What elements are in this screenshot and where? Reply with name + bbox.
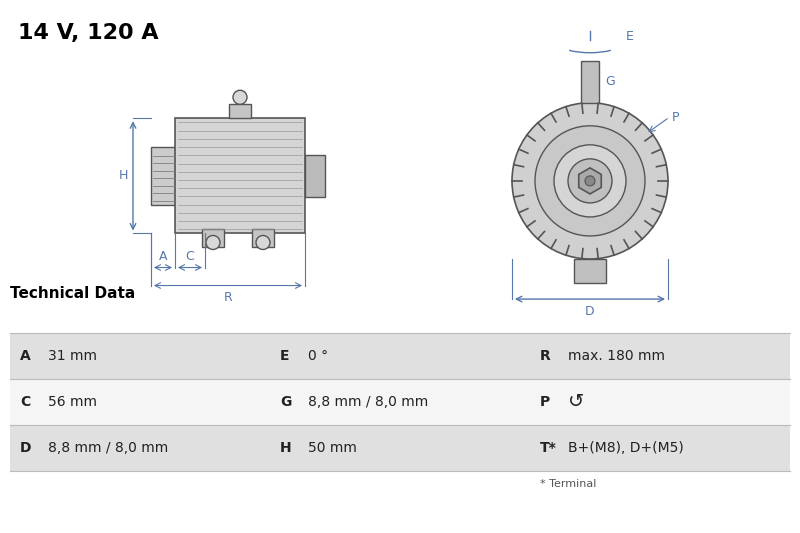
Text: ↺: ↺ bbox=[568, 392, 584, 411]
Bar bbox=[574, 259, 606, 283]
Polygon shape bbox=[578, 168, 602, 194]
Bar bbox=[581, 61, 599, 103]
Text: A: A bbox=[20, 349, 30, 363]
Text: R: R bbox=[540, 349, 550, 363]
Circle shape bbox=[585, 176, 595, 186]
Text: C: C bbox=[20, 395, 30, 409]
Text: 14 V, 120 A: 14 V, 120 A bbox=[18, 23, 158, 43]
Bar bbox=[151, 147, 175, 205]
Text: D: D bbox=[20, 441, 31, 455]
Text: D: D bbox=[585, 305, 595, 318]
Circle shape bbox=[256, 236, 270, 249]
Text: P: P bbox=[540, 395, 550, 409]
Text: H: H bbox=[280, 441, 292, 455]
Text: 0 °: 0 ° bbox=[308, 349, 328, 363]
Text: G: G bbox=[280, 395, 291, 409]
Circle shape bbox=[233, 90, 247, 104]
Bar bbox=[229, 104, 251, 118]
Text: T*: T* bbox=[540, 441, 557, 455]
Text: E: E bbox=[280, 349, 290, 363]
Text: 50 mm: 50 mm bbox=[308, 441, 357, 455]
Text: R: R bbox=[224, 290, 232, 304]
Text: 31 mm: 31 mm bbox=[48, 349, 97, 363]
Text: C: C bbox=[186, 249, 194, 263]
Circle shape bbox=[554, 145, 626, 217]
Circle shape bbox=[206, 236, 220, 249]
Bar bbox=[252, 230, 274, 247]
Text: 8,8 mm / 8,0 mm: 8,8 mm / 8,0 mm bbox=[308, 395, 428, 409]
Bar bbox=[10, 425, 790, 471]
Text: G: G bbox=[605, 75, 614, 88]
Text: Technical Data: Technical Data bbox=[10, 286, 135, 301]
Text: B+(M8), D+(M5): B+(M8), D+(M5) bbox=[568, 441, 684, 455]
Text: max. 180 mm: max. 180 mm bbox=[568, 349, 665, 363]
Circle shape bbox=[512, 103, 668, 259]
Text: A: A bbox=[158, 249, 167, 263]
Text: 56 mm: 56 mm bbox=[48, 395, 97, 409]
Text: * Terminal: * Terminal bbox=[540, 479, 596, 489]
Text: 8,8 mm / 8,0 mm: 8,8 mm / 8,0 mm bbox=[48, 441, 168, 455]
Circle shape bbox=[568, 159, 612, 203]
Bar bbox=[202, 230, 224, 247]
Bar bbox=[10, 379, 790, 425]
Text: H: H bbox=[118, 169, 128, 182]
Text: E: E bbox=[626, 30, 634, 43]
Circle shape bbox=[535, 126, 645, 236]
Text: P: P bbox=[671, 111, 679, 124]
Bar bbox=[175, 118, 305, 233]
Bar bbox=[305, 155, 325, 197]
Bar bbox=[10, 333, 790, 379]
